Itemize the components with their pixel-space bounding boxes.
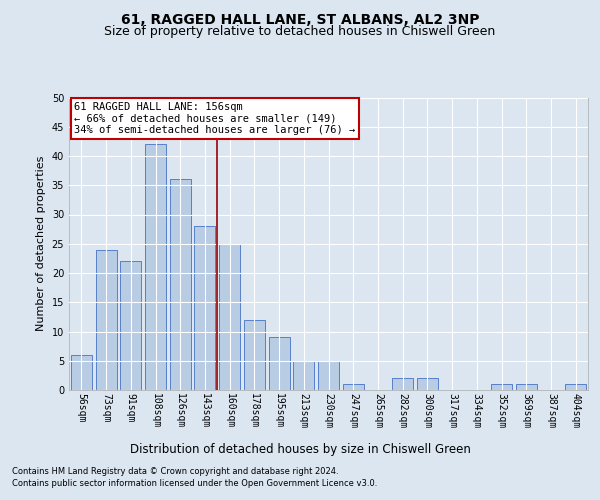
Text: Contains HM Land Registry data © Crown copyright and database right 2024.: Contains HM Land Registry data © Crown c…	[12, 468, 338, 476]
Bar	[120, 262, 141, 390]
Bar	[491, 384, 512, 390]
Text: 61 RAGGED HALL LANE: 156sqm
← 66% of detached houses are smaller (149)
34% of se: 61 RAGGED HALL LANE: 156sqm ← 66% of det…	[74, 102, 355, 135]
Bar	[244, 320, 265, 390]
Bar	[145, 144, 166, 390]
Bar	[565, 384, 586, 390]
Text: Contains public sector information licensed under the Open Government Licence v3: Contains public sector information licen…	[12, 479, 377, 488]
Bar	[516, 384, 537, 390]
Text: Distribution of detached houses by size in Chiswell Green: Distribution of detached houses by size …	[130, 442, 470, 456]
Bar	[95, 250, 116, 390]
Text: 61, RAGGED HALL LANE, ST ALBANS, AL2 3NP: 61, RAGGED HALL LANE, ST ALBANS, AL2 3NP	[121, 12, 479, 26]
Bar	[417, 378, 438, 390]
Bar	[343, 384, 364, 390]
Bar	[71, 355, 92, 390]
Bar	[194, 226, 215, 390]
Text: Size of property relative to detached houses in Chiswell Green: Size of property relative to detached ho…	[104, 25, 496, 38]
Bar	[269, 338, 290, 390]
Bar	[392, 378, 413, 390]
Y-axis label: Number of detached properties: Number of detached properties	[36, 156, 46, 332]
Bar	[318, 361, 339, 390]
Bar	[293, 361, 314, 390]
Bar	[170, 180, 191, 390]
Bar	[219, 244, 240, 390]
